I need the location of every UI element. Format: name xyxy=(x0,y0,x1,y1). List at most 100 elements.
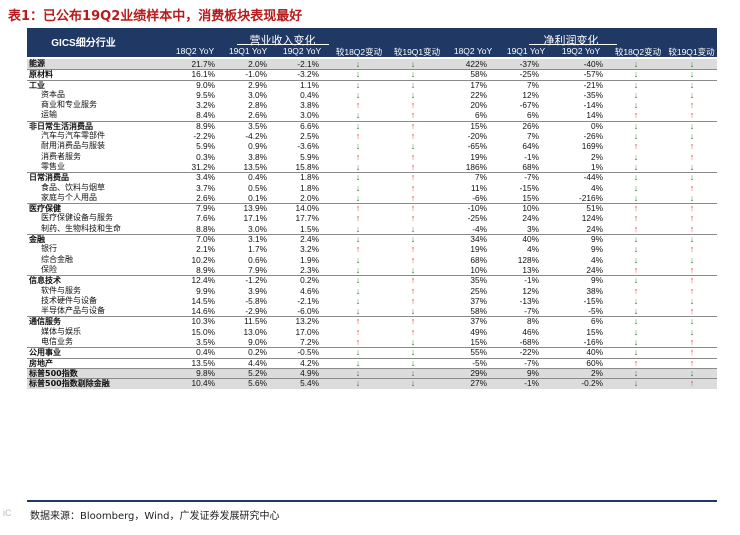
revenue-value: 9.9% xyxy=(196,285,215,296)
profit-value: 6% xyxy=(591,316,603,327)
arrow-up-icon: ↑ xyxy=(410,285,416,296)
table-row: 技术硬件与设备 14.5% -5.8% -2.1% ↓ ↑ 37% -13% -15% ↓ ↓ xyxy=(27,296,717,306)
arrow-up-icon: ↑ xyxy=(410,275,416,286)
profit-value: -40% xyxy=(583,59,603,69)
revenue-value: 3.8% xyxy=(248,151,267,162)
arrow-up-icon: ↑ xyxy=(689,347,695,358)
profit-value: 7% xyxy=(527,79,539,90)
profit-value: 27% xyxy=(470,378,487,389)
revenue-value: 9.0% xyxy=(248,337,267,348)
arrow-up-icon: ↑ xyxy=(633,285,639,296)
profit-value: -21% xyxy=(583,79,603,90)
profit-value: 37% xyxy=(470,295,487,306)
arrow-up-icon: ↑ xyxy=(410,182,416,193)
profit-col-header: 18Q2 YoY xyxy=(453,46,493,56)
arrow-up-icon: ↑ xyxy=(355,337,361,348)
row-label: 通信服务 xyxy=(29,317,61,327)
arrow-down-icon: ↓ xyxy=(355,347,361,358)
arrow-up-icon: ↑ xyxy=(355,326,361,337)
revenue-value: 3.9% xyxy=(248,285,267,296)
arrow-up-icon: ↑ xyxy=(689,285,695,296)
table-row: 公用事业 0.4% 0.2% -0.5% ↓ ↓ 55% -22% 40% ↓ ↑ xyxy=(27,347,717,357)
revenue-value: 3.8% xyxy=(300,100,319,111)
table-row: 商业和专业服务 3.2% 2.8% 3.8% ↑ ↑ 20% -67% -14% ↓ ↑ xyxy=(27,100,717,110)
row-label: 运输 xyxy=(41,110,57,120)
revenue-value: 5.6% xyxy=(248,378,267,389)
profit-value: 4% xyxy=(527,244,539,255)
arrow-up-icon: ↑ xyxy=(410,120,416,131)
arrow-down-icon: ↓ xyxy=(410,306,416,317)
arrow-down-icon: ↓ xyxy=(410,89,416,100)
rev-col-header: 较19Q1变动 xyxy=(393,47,441,57)
table-row: 消费者服务 0.3% 3.8% 5.9% ↑ ↑ 19% -1% 2% ↓ ↑ xyxy=(27,152,717,162)
table-row: 非日常生活消费品 8.9% 3.5% 6.6% ↓ ↑ 15% 26% 0% ↓ ↓ xyxy=(27,120,717,131)
table-title: 表1：已公布19Q2业绩样本中，消费板块表现最好 xyxy=(8,9,303,24)
profit-value: 15% xyxy=(470,120,487,131)
row-label: 能源 xyxy=(29,59,45,68)
revenue-value: 3.5% xyxy=(196,337,215,348)
revenue-value: 0.4% xyxy=(300,89,319,100)
profit-value: 51% xyxy=(586,203,603,214)
arrow-down-icon: ↓ xyxy=(689,326,695,337)
arrow-down-icon: ↓ xyxy=(355,306,361,317)
profit-value: 6% xyxy=(527,110,539,121)
profit-value: 17% xyxy=(470,79,487,90)
profit-value: -216% xyxy=(579,192,603,203)
revenue-value: 3.5% xyxy=(248,120,267,131)
revenue-value: 4.2% xyxy=(300,357,319,368)
revenue-value: 9.5% xyxy=(196,89,215,100)
row-label: 商业和专业服务 xyxy=(41,100,97,110)
revenue-value: 0.4% xyxy=(196,347,215,358)
arrow-up-icon: ↑ xyxy=(633,264,639,275)
arrow-up-icon: ↑ xyxy=(410,213,416,224)
arrow-down-icon: ↓ xyxy=(633,347,639,358)
profit-value: 4% xyxy=(591,182,603,193)
watermark-logo: iC xyxy=(3,508,12,518)
row-label: 零售业 xyxy=(41,161,65,171)
table-row: 零售业 31.2% 13.5% 15.8% ↓ ↑ 186% 68% 1% ↓ ↓ xyxy=(27,162,717,172)
row-label: 公用事业 xyxy=(29,348,61,358)
revenue-value: 5.2% xyxy=(248,367,267,378)
revenue-value: 15.0% xyxy=(191,326,215,337)
rev-col-header: 18Q2 YoY xyxy=(175,46,215,56)
profit-value: 7% xyxy=(527,131,539,142)
arrow-down-icon: ↓ xyxy=(689,161,695,172)
revenue-value: 10.3% xyxy=(191,316,215,327)
revenue-value: 4.9% xyxy=(300,367,319,378)
table-row: 银行 2.1% 1.7% 3.2% ↑ ↑ 19% 4% 9% ↓ ↑ xyxy=(27,244,717,254)
arrow-down-icon: ↓ xyxy=(410,223,416,234)
revenue-value: 4.4% xyxy=(248,357,267,368)
revenue-value: 15.8% xyxy=(295,161,319,172)
revenue-value: -2.9% xyxy=(245,306,267,317)
arrow-up-icon: ↑ xyxy=(410,326,416,337)
table-row: 运输 8.4% 2.6% 3.0% ↓ ↑ 6% 6% 14% ↑ ↑ xyxy=(27,110,717,120)
arrow-up-icon: ↑ xyxy=(689,337,695,348)
arrow-down-icon: ↓ xyxy=(633,378,639,389)
revenue-value: 0.2% xyxy=(300,275,319,286)
arrow-up-icon: ↑ xyxy=(633,203,639,214)
profit-group-underline xyxy=(529,44,617,45)
arrow-down-icon: ↓ xyxy=(689,69,695,80)
arrow-down-icon: ↓ xyxy=(633,254,639,265)
revenue-value: 17.0% xyxy=(295,326,319,337)
profit-value: 0% xyxy=(591,120,603,131)
revenue-value: 13.5% xyxy=(243,161,267,172)
arrow-down-icon: ↓ xyxy=(633,100,639,111)
revenue-value: 5.9% xyxy=(196,141,215,152)
profit-value: -15% xyxy=(519,182,539,193)
revenue-value: 0.2% xyxy=(248,347,267,358)
arrow-down-icon: ↓ xyxy=(355,59,361,69)
arrow-down-icon: ↓ xyxy=(355,79,361,90)
revenue-value: 11.5% xyxy=(244,316,267,327)
row-label: 日常消费品 xyxy=(29,173,69,183)
arrow-down-icon: ↓ xyxy=(355,89,361,100)
profit-value: 15% xyxy=(586,326,603,337)
arrow-up-icon: ↑ xyxy=(689,203,695,214)
profit-value: -1% xyxy=(524,151,539,162)
arrow-up-icon: ↑ xyxy=(410,316,416,327)
table-row: 日常消费品 3.4% 0.4% 1.8% ↓ ↑ 7% -7% -44% ↓ ↓ xyxy=(27,172,717,182)
arrow-down-icon: ↓ xyxy=(633,367,639,378)
row-label: 房地产 xyxy=(29,358,53,368)
revenue-value: 14.6% xyxy=(191,306,215,317)
row-label: 综合金融 xyxy=(41,254,73,264)
